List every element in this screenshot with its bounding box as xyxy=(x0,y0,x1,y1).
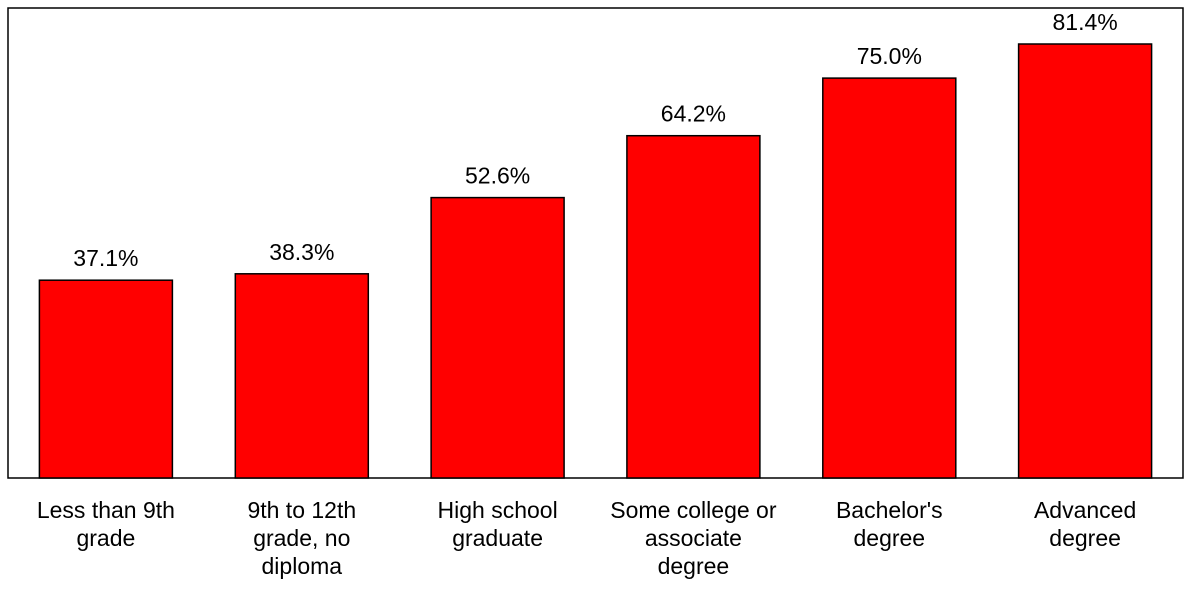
data-label-5: 81.4% xyxy=(1052,9,1117,35)
category-label-line: Bachelor's xyxy=(836,497,943,523)
category-label-line: Advanced xyxy=(1034,497,1136,523)
category-labels-layer: Less than 9th grade 9th to 12th grade, no di… xyxy=(37,497,1136,579)
data-label-0: 37.1% xyxy=(73,245,138,271)
data-label-4: 75.0% xyxy=(857,43,922,69)
bar-0 xyxy=(38,279,174,479)
category-label-0: Less than 9th grade xyxy=(37,497,175,551)
category-label-line: grade xyxy=(76,525,135,551)
bars-layer xyxy=(38,43,1153,479)
bar-3 xyxy=(626,134,761,479)
data-label-2: 52.6% xyxy=(465,163,530,189)
category-label-3: Some college or associate degree xyxy=(610,497,777,579)
bar-2 xyxy=(430,196,565,479)
category-label-line: diploma xyxy=(262,553,343,579)
data-label-3: 64.2% xyxy=(661,101,726,127)
bar-4 xyxy=(822,77,957,479)
category-label-2: High school graduate xyxy=(438,497,558,551)
category-label-line: Less than 9th xyxy=(37,497,175,523)
category-label-line: graduate xyxy=(452,525,543,551)
category-label-line: grade, no xyxy=(253,525,350,551)
category-label-4: Bachelor's degree xyxy=(836,497,943,551)
category-label-line: Some college or xyxy=(610,497,777,523)
data-label-1: 38.3% xyxy=(269,239,334,265)
category-label-line: High school xyxy=(438,497,558,523)
plot-area-frame xyxy=(7,7,1184,479)
category-label-5: Advanced degree xyxy=(1034,497,1136,551)
bar-1 xyxy=(234,273,370,479)
category-label-line: 9th to 12th xyxy=(247,497,356,523)
category-label-1: 9th to 12th grade, no diploma xyxy=(247,497,356,579)
category-label-line: degree xyxy=(1049,525,1121,551)
data-labels-layer: 37.1% 38.3% 52.6% 64.2% 75.0% 81.4% xyxy=(73,9,1117,271)
category-label-line: associate xyxy=(645,525,742,551)
category-label-line: degree xyxy=(658,553,730,579)
category-label-line: degree xyxy=(853,525,925,551)
bar-5 xyxy=(1017,43,1153,479)
